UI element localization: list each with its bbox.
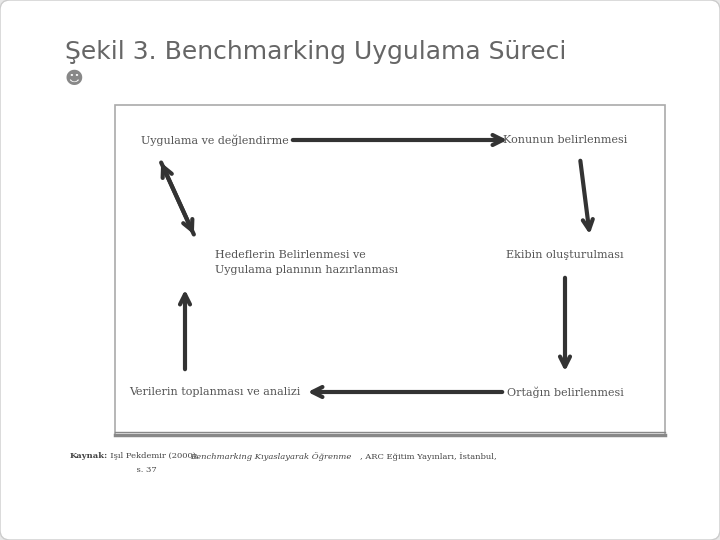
Text: Benchmarking Kıyaslayarak Öğrenme: Benchmarking Kıyaslayarak Öğrenme [190, 452, 351, 461]
Text: Konunun belirlenmesi: Konunun belirlenmesi [503, 135, 627, 145]
Text: Işıl Pekdemir (2000),: Işıl Pekdemir (2000), [105, 452, 202, 460]
Text: Kaynak:: Kaynak: [70, 452, 108, 460]
Text: , ARC Eğitim Yayınları, İstanbul,: , ARC Eğitim Yayınları, İstanbul, [360, 452, 497, 461]
Text: Verilerin toplanması ve analizi: Verilerin toplanması ve analizi [130, 387, 301, 397]
Text: ☻: ☻ [65, 70, 84, 88]
Text: Ortağın belirlenmesi: Ortağın belirlenmesi [507, 386, 624, 398]
Text: Hedeflerin Belirlenmesi ve: Hedeflerin Belirlenmesi ve [215, 250, 366, 260]
Text: Şekil 3. Benchmarking Uygulama Süreci: Şekil 3. Benchmarking Uygulama Süreci [65, 40, 567, 64]
Bar [115, 105, 665, 435]
Text: Ekibin oluşturulması: Ekibin oluşturulması [506, 250, 624, 260]
Text: s. 37: s. 37 [105, 466, 157, 474]
Text: Uygulama ve değlendirme: Uygulama ve değlendirme [141, 134, 289, 146]
Text: Uygulama planının hazırlanması: Uygulama planının hazırlanması [215, 265, 398, 275]
